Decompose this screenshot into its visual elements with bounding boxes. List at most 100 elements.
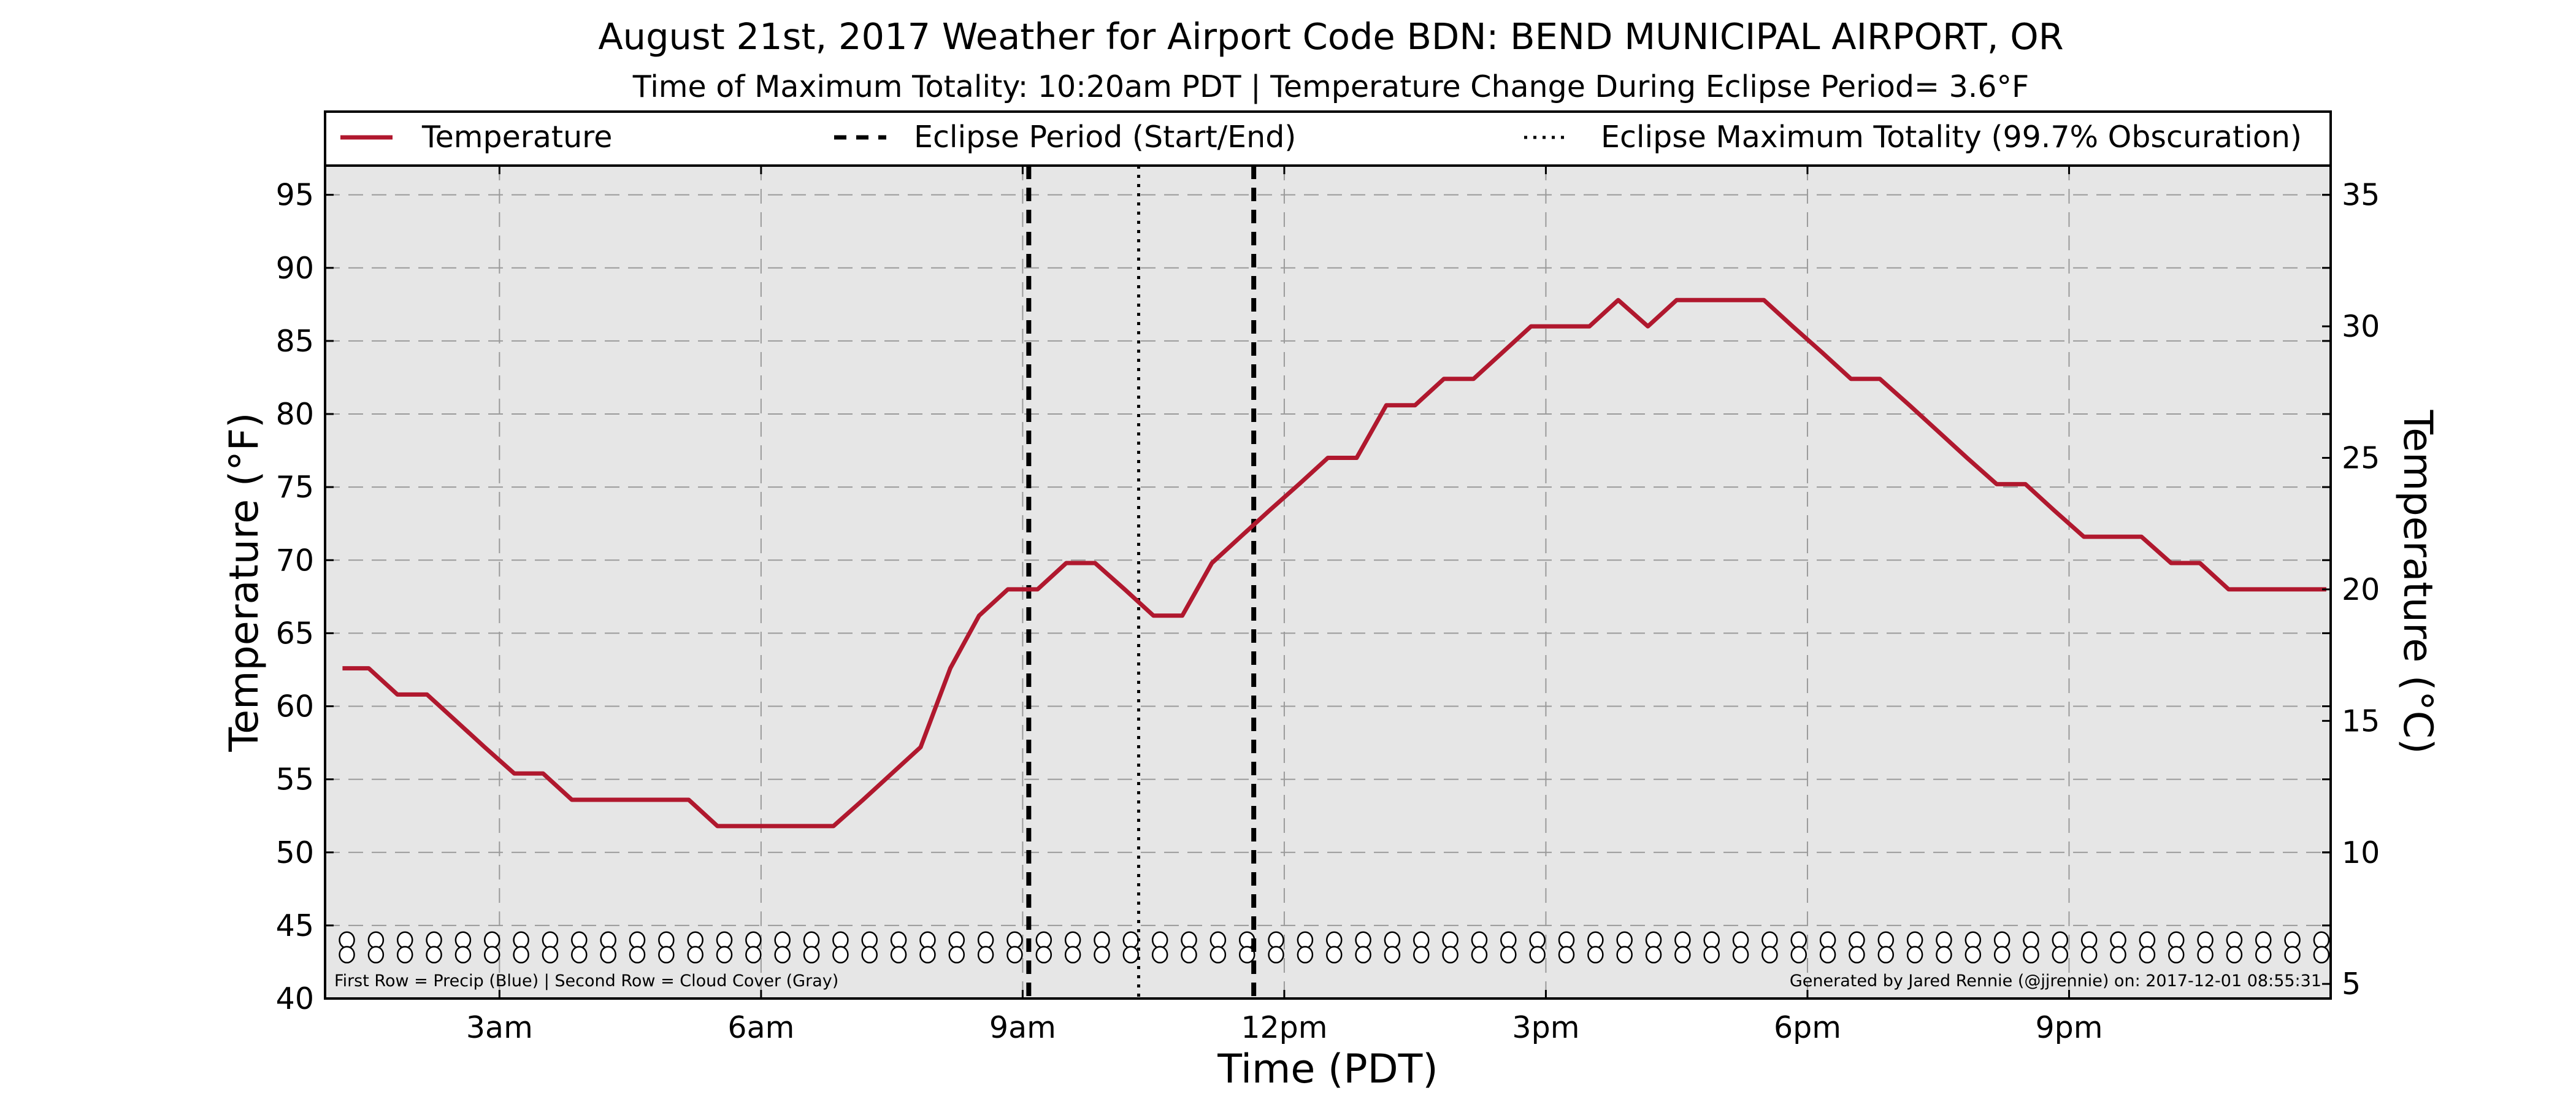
marker-circle	[426, 931, 442, 949]
marker-circle	[2139, 931, 2156, 949]
y-right-tick-label: 25	[2342, 440, 2380, 475]
marker-circle	[948, 946, 965, 964]
grid-lines	[325, 166, 2331, 999]
marker-circle	[1819, 946, 1836, 964]
marker-circle	[1674, 946, 1691, 964]
marker-circle	[977, 946, 994, 964]
marker-circle	[1238, 946, 1255, 964]
marker-circle	[1006, 946, 1023, 964]
marker-circle	[367, 946, 385, 964]
marker-circle	[2226, 931, 2243, 949]
marker-circle	[1732, 946, 1749, 964]
marker-circle	[1500, 946, 1517, 964]
y-tick-label: 55	[276, 762, 314, 797]
y-right-tick-label: 15	[2342, 703, 2380, 738]
marker-circle	[1877, 931, 1895, 949]
marker-circle	[2313, 946, 2330, 964]
marker-circle	[1906, 946, 1923, 964]
y-axis-label-right: Temperature (°C)	[2394, 409, 2440, 754]
marker-circle	[2197, 931, 2214, 949]
legend-label-maximum-totality: Eclipse Maximum Totality (99.7% Obscurat…	[1601, 120, 2302, 155]
marker-circle	[716, 946, 733, 964]
marker-circle	[1268, 931, 1284, 949]
marker-circle	[803, 931, 820, 949]
marker-circle	[1616, 946, 1633, 964]
plot-area	[325, 166, 2331, 999]
marker-circle	[774, 931, 791, 949]
marker-circle	[977, 931, 994, 949]
x-tick-label: 9pm	[2035, 1010, 2103, 1045]
marker-circle	[1325, 946, 1343, 964]
marker-circle	[1413, 931, 1430, 949]
marker-circle	[1471, 931, 1488, 949]
marker-circle	[396, 946, 413, 964]
marker-circle	[1529, 931, 1546, 949]
marker-circle	[1587, 946, 1604, 964]
marker-circle	[948, 931, 965, 949]
marker-circle	[629, 931, 646, 949]
marker-circle	[774, 946, 791, 964]
y-right-tick-label: 10	[2342, 835, 2380, 870]
y-tick-label: 80	[276, 397, 314, 432]
y-tick-label: 40	[276, 981, 314, 1016]
marker-circle	[1558, 931, 1575, 949]
marker-circle	[745, 946, 762, 964]
marker-circle	[1965, 946, 1982, 964]
x-axis-label: Time (PDT)	[1217, 1046, 1438, 1092]
marker-circle	[1297, 946, 1314, 964]
marker-circle	[542, 946, 559, 964]
legend: Temperature Eclipse Period (Start/End) E…	[324, 110, 2332, 167]
marker-circle	[1993, 931, 2011, 949]
marker-circle	[1936, 946, 1952, 964]
x-tick-label: 6am	[727, 1010, 794, 1045]
marker-circle	[2052, 946, 2069, 964]
marker-circle	[2284, 931, 2301, 949]
marker-circle	[1471, 946, 1488, 964]
marker-circle	[1209, 946, 1227, 964]
x-tick-label: 6pm	[1774, 1010, 1841, 1045]
marker-circle	[600, 946, 616, 964]
marker-circle	[1006, 931, 1023, 949]
marker-circle	[658, 946, 675, 964]
marker-circle	[2168, 946, 2185, 964]
marker-circle	[658, 931, 675, 949]
marker-circle	[2168, 931, 2185, 949]
y-right-tick-label: 30	[2342, 309, 2380, 344]
marker-circle	[2023, 946, 2039, 964]
marker-circle	[1355, 946, 1371, 964]
y-tick-label: 60	[276, 689, 314, 724]
marker-circle	[1877, 946, 1895, 964]
y-tick-label: 85	[276, 324, 314, 359]
marker-circle	[1035, 946, 1052, 964]
marker-circle	[571, 946, 588, 964]
marker-circle	[832, 931, 849, 949]
annotation-row-legend: First Row = Precip (Blue) | Second Row =…	[334, 972, 838, 991]
marker-circle	[890, 931, 907, 949]
marker-circle	[1122, 931, 1140, 949]
legend-label-eclipse-period: Eclipse Period (Start/End)	[914, 120, 1296, 155]
x-tick-label: 3am	[466, 1010, 533, 1045]
marker-circle	[1674, 931, 1691, 949]
x-axis: 3am 6am 9am 12pm 3pm 6pm 9pm	[466, 166, 2103, 1045]
marker-circle	[2255, 931, 2272, 949]
marker-circle	[1181, 931, 1197, 949]
marker-circle	[2080, 931, 2098, 949]
marker-circle	[861, 931, 878, 949]
marker-circle	[832, 946, 849, 964]
marker-circle	[1209, 931, 1227, 949]
marker-circle	[1064, 946, 1081, 964]
marker-circle	[687, 946, 703, 964]
marker-circle	[1965, 931, 1982, 949]
y-right-tick-label: 20	[2342, 572, 2380, 607]
marker-circle	[1413, 946, 1430, 964]
marker-circle	[1384, 946, 1401, 964]
y-tick-label: 50	[276, 835, 314, 870]
marker-circle	[1151, 946, 1168, 964]
marker-circle	[339, 946, 355, 964]
marker-circle	[2110, 946, 2126, 964]
marker-circle	[629, 946, 646, 964]
marker-circle	[1181, 946, 1197, 964]
marker-circle	[2023, 931, 2039, 949]
marker-circle	[1790, 946, 1807, 964]
marker-circle	[1094, 931, 1110, 949]
